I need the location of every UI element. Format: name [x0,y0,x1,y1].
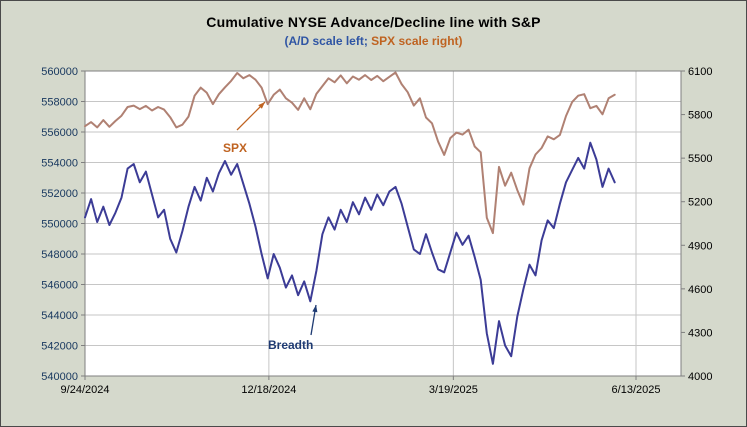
right-axis-label: 4300 [688,327,712,339]
left-axis-label: 558000 [41,97,78,109]
right-axis-label: 4600 [688,284,712,296]
left-axis-label: 550000 [41,219,78,231]
left-axis-label: 552000 [41,188,78,200]
left-axis-label: 554000 [41,158,78,170]
left-axis-label: 556000 [41,127,78,139]
x-axis-label: 6/13/2025 [612,384,661,396]
left-axis-label: 544000 [41,310,78,322]
right-axis-label: 5800 [688,110,712,122]
spx-series-line [84,71,616,235]
plot-border [84,70,682,377]
spx-annotation-label: SPX [223,141,247,155]
left-axis-label: 540000 [41,371,78,383]
x-axis-label: 3/19/2025 [429,384,478,396]
left-axis-label: 548000 [41,249,78,261]
subtitle-spx-scale-label: SPX scale right) [367,34,463,48]
x-axis-label: 9/24/2024 [61,384,110,396]
breadth-annotation-arrowhead [312,305,318,313]
chart-subtitle: (A/D scale left; SPX scale right) [1,34,746,48]
left-axis-label: 560000 [41,66,78,78]
right-axis-label: 5200 [688,197,712,209]
left-axis-label: 546000 [41,280,78,292]
breadth-annotation-label: Breadth [268,338,313,352]
right-axis-label: 4000 [688,371,712,383]
chart-title: Cumulative NYSE Advance/Decline line wit… [206,14,541,30]
breadth-series-line [84,141,616,365]
right-axis-label: 5500 [688,153,712,165]
subtitle-ad-scale-label: (A/D scale left; [284,34,368,48]
right-axis-label: 4900 [688,240,712,252]
spx-annotation-arrowhead [258,102,265,109]
right-axis-label: 6100 [688,66,712,78]
x-axis-label: 12/18/2024 [241,384,296,396]
left-axis-label: 542000 [41,341,78,353]
